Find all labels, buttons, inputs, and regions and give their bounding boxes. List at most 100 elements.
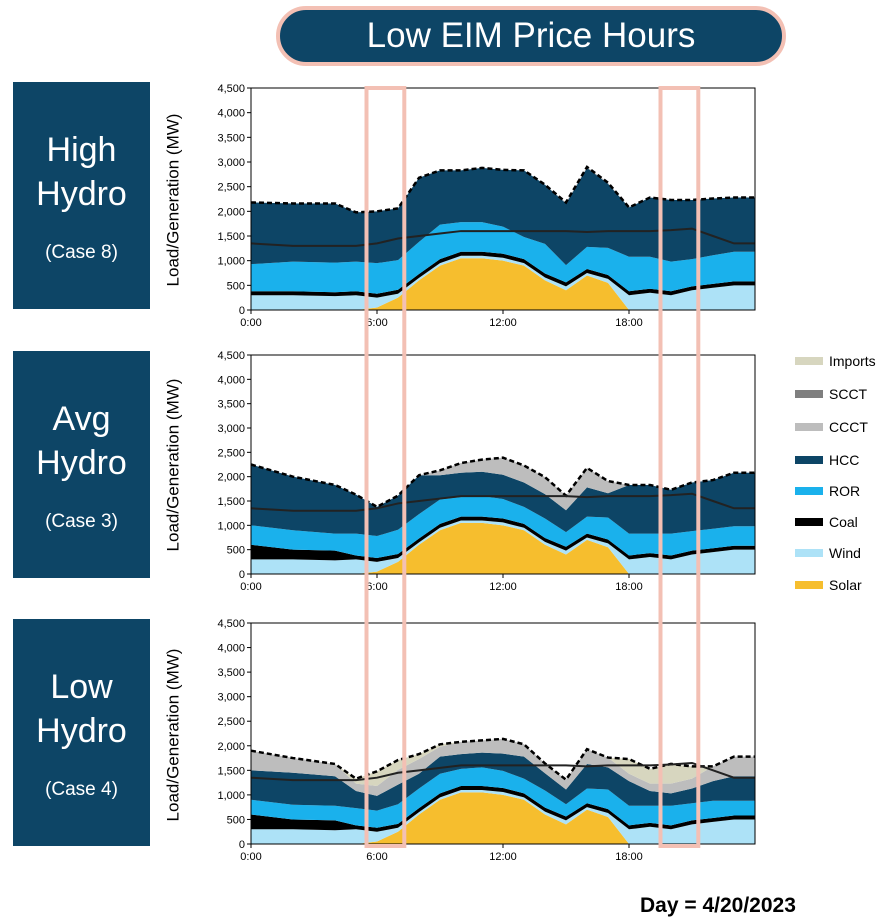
area-imports — [251, 738, 755, 787]
legend-item-scct: SCCT — [795, 384, 867, 404]
y-tick-label: 500 — [227, 814, 245, 826]
legend-label: ROR — [829, 483, 861, 499]
x-tick-label: 18:00 — [615, 581, 643, 593]
legend-item-solar: Solar — [795, 575, 862, 595]
legend-label: Solar — [829, 577, 862, 593]
legend-swatch — [795, 423, 823, 431]
x-tick-label: 18:00 — [615, 851, 643, 863]
case-number: (Case 3) — [45, 510, 118, 532]
area-wind — [251, 520, 755, 574]
y-tick-label: 1,500 — [217, 765, 245, 777]
area-ror — [251, 222, 755, 294]
x-tick-label: 12:00 — [489, 317, 517, 329]
case-box-avg-hydro: Avg Hydro (Case 3) — [13, 351, 150, 578]
y-tick-label: 3,000 — [217, 157, 245, 169]
y-tick-label: 1,000 — [217, 256, 245, 268]
low-price-highlight — [658, 86, 701, 848]
case-name-line1: Avg — [52, 399, 111, 438]
area-ccct — [251, 457, 755, 511]
x-tick-label: 12:00 — [489, 581, 517, 593]
area-coal — [251, 786, 755, 832]
x-tick-label: 12:00 — [489, 851, 517, 863]
y-tick-label: 2,500 — [217, 716, 245, 728]
area-wind — [251, 255, 755, 310]
legend-label: HCC — [829, 452, 860, 468]
legend-item-coal: Coal — [795, 512, 858, 532]
case-box-low-hydro: Low Hydro (Case 4) — [13, 619, 150, 846]
area-coal — [251, 251, 755, 298]
area-solar — [251, 792, 755, 844]
y-tick-label: 0 — [239, 839, 245, 851]
legend-swatch — [795, 487, 823, 495]
legend-swatch — [795, 390, 823, 398]
load-line — [250, 227, 755, 247]
y-tick-label: 0 — [239, 305, 245, 317]
y-tick-label: 4,000 — [217, 108, 245, 120]
area-solar — [251, 258, 755, 310]
area-ror — [251, 496, 755, 558]
x-tick-label: 0:00 — [240, 317, 261, 329]
y-tick-label: 1,000 — [217, 520, 245, 532]
x-tick-label: 0:00 — [240, 581, 261, 593]
case-name-line1: Low — [50, 667, 113, 706]
y-tick-label: 500 — [227, 280, 245, 292]
legend-swatch — [795, 518, 823, 526]
day-label: Day = 4/20/2023 — [640, 894, 796, 917]
area-solar — [251, 522, 755, 574]
y-tick-label: 4,500 — [217, 350, 245, 362]
area-wind — [251, 789, 755, 844]
y-tick-label: 1,500 — [217, 496, 245, 508]
case-number: (Case 4) — [45, 778, 118, 800]
load-line — [250, 761, 755, 782]
x-tick-label: 6:00 — [366, 317, 387, 329]
y-tick-label: 3,000 — [217, 692, 245, 704]
low-price-highlight — [364, 86, 407, 848]
y-tick-label: 500 — [227, 545, 245, 557]
y-tick-label: 2,000 — [217, 741, 245, 753]
case-number: (Case 8) — [45, 241, 118, 263]
area-hcc — [251, 464, 755, 537]
legend-item-hcc: HCC — [795, 450, 859, 470]
y-tick-label: 2,000 — [217, 472, 245, 484]
legend-item-ccct: CCCT — [795, 417, 868, 437]
case-name-line2: Hydro — [36, 711, 127, 750]
y-tick-label: 3,000 — [217, 423, 245, 435]
x-tick-label: 6:00 — [366, 851, 387, 863]
y-tick-label: 4,500 — [217, 618, 245, 630]
case-name-line2: Hydro — [36, 174, 127, 213]
total-line — [250, 165, 755, 214]
x-tick-label: 0:00 — [240, 851, 261, 863]
y-tick-label: 4,000 — [217, 643, 245, 655]
y-tick-label: 4,500 — [217, 83, 245, 95]
legend-label: Coal — [829, 514, 858, 530]
legend-item-imports: Imports — [795, 351, 876, 371]
y-tick-label: 2,500 — [217, 447, 245, 459]
case-name-line2: Hydro — [36, 443, 127, 482]
y-tick-label: 3,500 — [217, 399, 245, 411]
area-coal — [251, 516, 755, 562]
legend-swatch — [795, 456, 823, 464]
legend-swatch — [795, 581, 823, 589]
y-tick-label: 3,500 — [217, 132, 245, 144]
y-tick-label: 1,500 — [217, 231, 245, 243]
legend-item-ror: ROR — [795, 481, 860, 501]
area-hcc — [251, 167, 755, 266]
area-ccct — [251, 738, 755, 796]
load-line — [250, 492, 755, 512]
legend-label: CCCT — [829, 419, 868, 435]
legend-swatch — [795, 357, 823, 365]
y-tick-label: 1,000 — [217, 790, 245, 802]
legend-swatch — [795, 549, 823, 557]
y-tick-label: 4,000 — [217, 374, 245, 386]
legend-label: SCCT — [829, 386, 868, 402]
x-tick-label: 6:00 — [366, 581, 387, 593]
legend-label: Imports — [829, 353, 876, 369]
x-tick-label: 18:00 — [615, 317, 643, 329]
legend-label: Wind — [829, 545, 861, 561]
area-ror — [251, 767, 755, 828]
case-name-line1: High — [46, 130, 117, 169]
y-tick-label: 2,000 — [217, 206, 245, 218]
y-tick-label: 3,500 — [217, 667, 245, 679]
page-title: Low EIM Price Hours — [276, 6, 786, 66]
